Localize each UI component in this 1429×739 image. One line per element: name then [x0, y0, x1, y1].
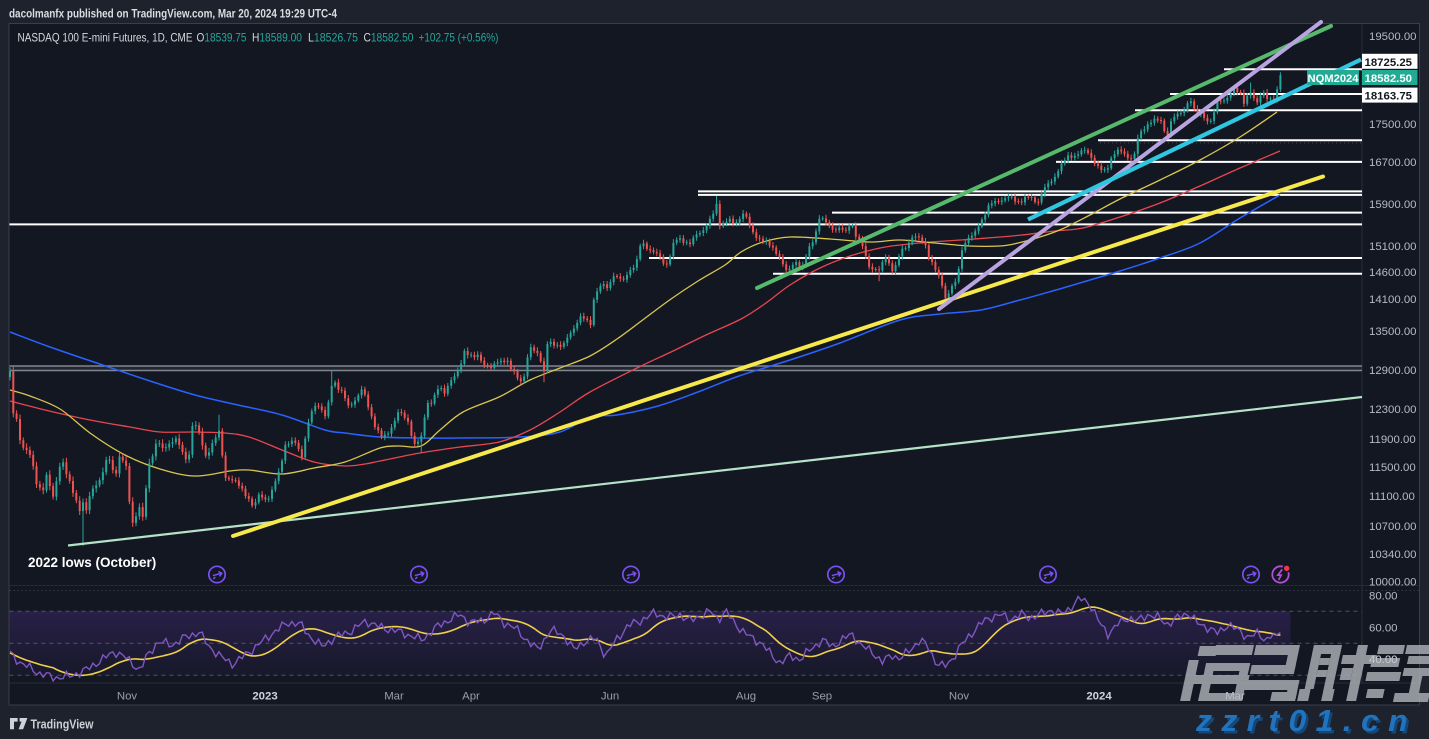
svg-text:zzrt01.cn: zzrt01.cn: [1197, 706, 1419, 739]
svg-text:16700.00: 16700.00: [1369, 157, 1417, 169]
svg-text:19500.00: 19500.00: [1369, 31, 1417, 43]
svg-text:Aug: Aug: [736, 691, 756, 703]
svg-text:14100.00: 14100.00: [1369, 294, 1417, 306]
svg-text:Nov: Nov: [949, 691, 970, 703]
svg-text:C18582.50: C18582.50: [364, 31, 414, 45]
svg-text:11100.00: 11100.00: [1369, 491, 1415, 503]
svg-text:13500.00: 13500.00: [1369, 326, 1417, 338]
svg-text:80.00: 80.00: [1369, 590, 1398, 602]
svg-text:2023: 2023: [252, 691, 277, 703]
svg-text:12900.00: 12900.00: [1369, 365, 1417, 377]
svg-text:10000.00: 10000.00: [1369, 577, 1417, 589]
svg-text:H18589.00: H18589.00: [252, 31, 302, 45]
svg-text:18725.25: 18725.25: [1364, 57, 1412, 69]
svg-text:60.00: 60.00: [1369, 622, 1398, 634]
svg-text:Mar: Mar: [1225, 691, 1245, 703]
svg-text:14600.00: 14600.00: [1369, 267, 1417, 279]
svg-text:2022 lows (October): 2022 lows (October): [28, 555, 156, 570]
svg-text:18163.75: 18163.75: [1364, 91, 1412, 103]
svg-text:dacolmanfx published on Tradin: dacolmanfx published on TradingView.com,…: [9, 7, 337, 21]
svg-text:10700.00: 10700.00: [1369, 521, 1417, 533]
svg-text:2024: 2024: [1086, 691, 1112, 703]
svg-text:12300.00: 12300.00: [1369, 404, 1417, 416]
svg-text:15100.00: 15100.00: [1369, 241, 1417, 253]
svg-text:Sep: Sep: [812, 691, 832, 703]
svg-text:+102.75 (+0.56%): +102.75 (+0.56%): [419, 31, 499, 45]
svg-text:Jun: Jun: [601, 691, 619, 703]
svg-text:Mar: Mar: [384, 691, 404, 703]
svg-text:40.00: 40.00: [1369, 654, 1398, 666]
svg-text:NQM2024: NQM2024: [1308, 73, 1360, 85]
svg-text:11900.00: 11900.00: [1369, 434, 1416, 446]
svg-text:Nov: Nov: [117, 691, 138, 703]
svg-text:11500.00: 11500.00: [1369, 462, 1416, 474]
svg-text:10340.00: 10340.00: [1369, 549, 1417, 561]
svg-text:TradingView: TradingView: [31, 716, 95, 731]
svg-text:L18526.75: L18526.75: [308, 31, 358, 45]
svg-text:O18539.75: O18539.75: [197, 31, 247, 45]
svg-text:15900.00: 15900.00: [1369, 199, 1417, 211]
svg-text:NASDAQ 100 E-mini Futures, 1D,: NASDAQ 100 E-mini Futures, 1D, CME: [18, 31, 193, 45]
svg-text:17500.00: 17500.00: [1369, 119, 1417, 131]
svg-text:zzrt01.cn: zzrt01.cn: [1195, 703, 1417, 738]
svg-text:18582.50: 18582.50: [1364, 73, 1412, 85]
svg-text:Apr: Apr: [462, 691, 480, 703]
